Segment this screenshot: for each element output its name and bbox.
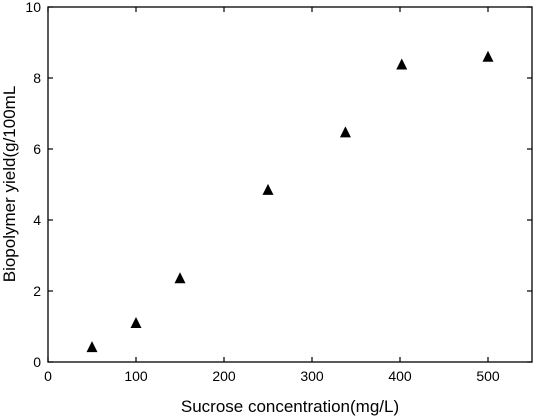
x-tick-label: 400: [388, 368, 412, 384]
y-axis: 0 2 4 6 8 10: [25, 0, 532, 370]
x-tick-label: 200: [212, 368, 236, 384]
x-axis: 0 100 200 300 400 500: [44, 7, 500, 384]
y-tick-label: 10: [25, 0, 41, 15]
x-tick-label: 0: [44, 368, 52, 384]
y-tick-label: 2: [33, 283, 41, 299]
y-tick-label: 4: [33, 212, 41, 228]
data-point: [86, 341, 98, 353]
y-axis-title: Biopolymer yield(g/100mL: [0, 86, 19, 283]
plot-frame: [47, 6, 533, 363]
x-tick-label: 100: [124, 368, 148, 384]
data-points: [86, 50, 494, 353]
data-point: [482, 50, 494, 62]
y-tick-label: 8: [33, 70, 41, 86]
data-point: [339, 126, 351, 138]
y-tick-label: 6: [33, 141, 41, 157]
x-tick-label: 500: [476, 368, 500, 384]
data-point: [130, 316, 142, 328]
x-tick-label: 300: [300, 368, 324, 384]
data-point: [174, 272, 186, 284]
data-point: [262, 183, 274, 195]
data-point: [396, 58, 408, 70]
x-axis-title: Sucrose concentration(mg/L): [181, 397, 399, 416]
y-tick-label: 0: [33, 354, 41, 370]
